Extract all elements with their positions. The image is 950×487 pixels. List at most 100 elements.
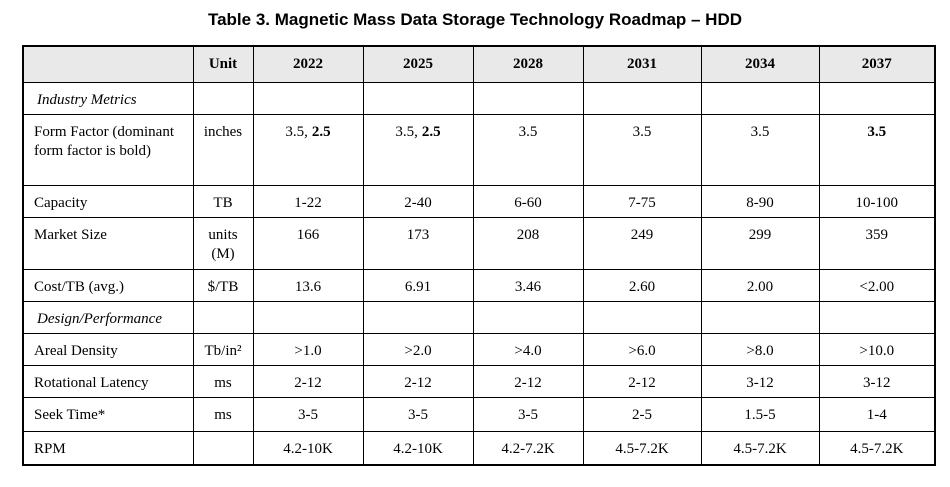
value-cell: 166 bbox=[252, 217, 364, 270]
value-cell: >10.0 bbox=[818, 333, 936, 366]
empty-cell bbox=[192, 431, 254, 465]
value-cell: >1.0 bbox=[252, 333, 364, 366]
row-label: RPM bbox=[22, 431, 194, 465]
header-year: 2034 bbox=[700, 45, 820, 83]
value-cell: 1.5-5 bbox=[700, 397, 820, 432]
value-cell: >8.0 bbox=[700, 333, 820, 366]
value-cell: 2-12 bbox=[362, 365, 474, 398]
empty-cell bbox=[700, 301, 820, 334]
unit-cell: TB bbox=[192, 185, 254, 218]
value-cell: 3.5 bbox=[700, 114, 820, 186]
row-label: Form Factor (dominant form factor is bol… bbox=[22, 114, 194, 186]
empty-cell bbox=[472, 82, 584, 115]
header-year: 2022 bbox=[252, 45, 364, 83]
value-cell: 3.5, 2.5 bbox=[362, 114, 474, 186]
row-label: Market Size bbox=[22, 217, 194, 270]
table-row: Capacity TB 1-22 2-40 6-60 7-75 8-90 10-100 bbox=[22, 185, 936, 218]
empty-cell bbox=[582, 82, 702, 115]
section-label: Design/Performance bbox=[22, 301, 194, 334]
table-row: Rotational Latency ms 2-12 2-12 2-12 2-12 3-12… bbox=[22, 365, 936, 398]
value-cell: 2.00 bbox=[700, 269, 820, 302]
value-cell: 3-12 bbox=[700, 365, 820, 398]
header-year: 2037 bbox=[818, 45, 936, 83]
section-label: Industry Metrics bbox=[22, 82, 194, 115]
table-row: Design/Performance bbox=[22, 301, 936, 334]
empty-cell bbox=[818, 301, 936, 334]
value-cell: 8-90 bbox=[700, 185, 820, 218]
value-cell: 13.6 bbox=[252, 269, 364, 302]
table-row: Market Size units (M) 166 173 208 249 299 359 bbox=[22, 217, 936, 270]
value-cell: >2.0 bbox=[362, 333, 474, 366]
empty-cell bbox=[192, 301, 254, 334]
roadmap-table: Unit 2022 2025 2028 2031 2034 2037 Industry Me… bbox=[22, 45, 936, 466]
empty-cell bbox=[192, 82, 254, 115]
empty-cell bbox=[700, 82, 820, 115]
unit-cell: ms bbox=[192, 397, 254, 432]
unit-cell: inches bbox=[192, 114, 254, 186]
table-body: Industry Metrics Form Factor (dominant fo… bbox=[22, 82, 936, 465]
empty-cell bbox=[818, 82, 936, 115]
unit-cell: ms bbox=[192, 365, 254, 398]
header-row: Unit 2022 2025 2028 2031 2034 2037 bbox=[22, 45, 936, 83]
value-cell: 7-75 bbox=[582, 185, 702, 218]
value-cell: 1-22 bbox=[252, 185, 364, 218]
value-cell: 3.5 bbox=[472, 114, 584, 186]
value-text: 3.5, bbox=[395, 124, 418, 140]
value-text: 3.5, bbox=[285, 124, 308, 140]
row-label: Areal Density bbox=[22, 333, 194, 366]
header-blank bbox=[22, 45, 194, 83]
value-cell: 2-5 bbox=[582, 397, 702, 432]
value-cell: 359 bbox=[818, 217, 936, 270]
unit-cell: $/TB bbox=[192, 269, 254, 302]
value-cell: 3.46 bbox=[472, 269, 584, 302]
table-row: Seek Time* ms 3-5 3-5 3-5 2-5 1.5-5 1-4 bbox=[22, 397, 936, 432]
unit-cell: units (M) bbox=[192, 217, 254, 270]
value-cell: 2-12 bbox=[582, 365, 702, 398]
row-label: Cost/TB (avg.) bbox=[22, 269, 194, 302]
value-cell: 2-40 bbox=[362, 185, 474, 218]
value-bold: 2.5 bbox=[421, 124, 441, 140]
value-cell: 4.2-10K bbox=[362, 431, 474, 465]
value-bold: 3.5 bbox=[867, 124, 887, 140]
table-row: Areal Density Tb/in² >1.0 >2.0 >4.0 >6.0 >8.0 >… bbox=[22, 333, 936, 366]
unit-cell: Tb/in² bbox=[192, 333, 254, 366]
value-cell: 4.5-7.2K bbox=[582, 431, 702, 465]
value-cell: 208 bbox=[472, 217, 584, 270]
empty-cell bbox=[582, 301, 702, 334]
row-label: Capacity bbox=[22, 185, 194, 218]
value-cell: 1-4 bbox=[818, 397, 936, 432]
value-cell: 299 bbox=[700, 217, 820, 270]
empty-cell bbox=[252, 301, 364, 334]
value-cell: 10-100 bbox=[818, 185, 936, 218]
table-row: RPM 4.2-10K 4.2-10K 4.2-7.2K 4.5-7.2K 4.5-7.2… bbox=[22, 431, 936, 465]
value-cell: 4.2-7.2K bbox=[472, 431, 584, 465]
value-cell: <2.00 bbox=[818, 269, 936, 302]
header-year: 2031 bbox=[582, 45, 702, 83]
value-cell: 3-5 bbox=[472, 397, 584, 432]
row-label: Seek Time* bbox=[22, 397, 194, 432]
value-cell: 2-12 bbox=[472, 365, 584, 398]
empty-cell bbox=[472, 301, 584, 334]
value-cell: 3.5 bbox=[582, 114, 702, 186]
value-cell: 3-5 bbox=[252, 397, 364, 432]
empty-cell bbox=[362, 301, 474, 334]
value-cell: 4.5-7.2K bbox=[700, 431, 820, 465]
empty-cell bbox=[362, 82, 474, 115]
table-row: Cost/TB (avg.) $/TB 13.6 6.91 3.46 2.60 2.00 <2… bbox=[22, 269, 936, 302]
value-cell: 4.2-10K bbox=[252, 431, 364, 465]
value-bold: 2.5 bbox=[311, 124, 331, 140]
value-cell: >4.0 bbox=[472, 333, 584, 366]
value-cell: 2-12 bbox=[252, 365, 364, 398]
table-title: Table 3. Magnetic Mass Data Storage Tech… bbox=[207, 10, 743, 29]
value-cell: >6.0 bbox=[582, 333, 702, 366]
table-row: Industry Metrics bbox=[22, 82, 936, 115]
empty-cell bbox=[252, 82, 364, 115]
value-cell: 3.5 bbox=[818, 114, 936, 186]
value-cell: 6.91 bbox=[362, 269, 474, 302]
header-year: 2028 bbox=[472, 45, 584, 83]
value-cell: 4.5-7.2K bbox=[818, 431, 936, 465]
value-cell: 6-60 bbox=[472, 185, 584, 218]
value-cell: 173 bbox=[362, 217, 474, 270]
row-label: Rotational Latency bbox=[22, 365, 194, 398]
